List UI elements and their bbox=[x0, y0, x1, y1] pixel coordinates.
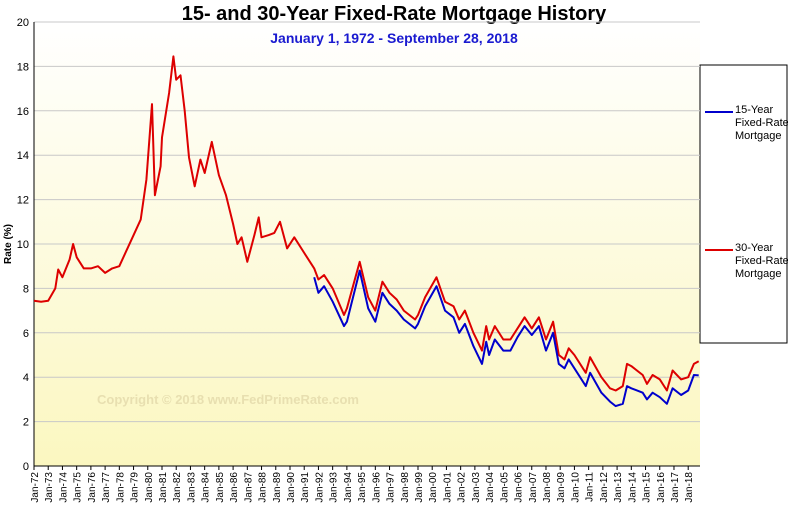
x-tick-label: Jan-88 bbox=[258, 472, 269, 503]
x-tick-label: Jan-81 bbox=[158, 472, 169, 503]
x-tick-label: Jan-06 bbox=[514, 472, 525, 503]
y-tick-label: 4 bbox=[23, 372, 29, 384]
x-tick-label: Jan-73 bbox=[44, 472, 55, 503]
x-tick-label: Jan-11 bbox=[585, 472, 596, 502]
y-tick-label: 18 bbox=[17, 61, 29, 73]
x-tick-label: Jan-79 bbox=[130, 472, 141, 503]
series-line bbox=[313, 269, 699, 408]
x-tick-label: Jan-03 bbox=[471, 472, 482, 503]
x-tick-label: Jan-02 bbox=[457, 472, 468, 503]
x-tick-label: Jan-83 bbox=[186, 472, 197, 503]
x-tick-label: Jan-04 bbox=[485, 472, 496, 503]
x-tick-label: Jan-86 bbox=[229, 472, 240, 503]
x-tick-label: Jan-87 bbox=[243, 472, 254, 503]
y-tick-label: 16 bbox=[17, 106, 29, 118]
chart-title: 15- and 30-Year Fixed-Rate Mortgage Hist… bbox=[182, 3, 607, 25]
legend-label: 30-Year Fixed-Rate Mortgage bbox=[735, 242, 788, 280]
x-tick-label: Jan-84 bbox=[201, 472, 212, 503]
x-tick-label: Jan-17 bbox=[670, 472, 681, 503]
x-tick-label: Jan-01 bbox=[442, 472, 453, 503]
watermark: Copyright © 2018 www.FedPrimeRate.com bbox=[97, 392, 359, 407]
x-tick-label: Jan-95 bbox=[357, 472, 368, 503]
y-tick-label: 8 bbox=[23, 283, 29, 295]
x-tick-label: Jan-18 bbox=[684, 472, 695, 503]
y-tick-label: 14 bbox=[17, 150, 29, 162]
x-tick-label: Jan-72 bbox=[30, 472, 41, 503]
y-tick-label: 6 bbox=[23, 328, 29, 340]
x-tick-label: Jan-85 bbox=[215, 472, 226, 503]
x-tick-label: Jan-74 bbox=[58, 472, 69, 503]
x-tick-label: Jan-10 bbox=[570, 472, 581, 503]
x-tick-label: Jan-91 bbox=[300, 472, 311, 503]
x-tick-label: Jan-93 bbox=[329, 472, 340, 503]
x-tick-label: Jan-89 bbox=[272, 472, 283, 503]
x-tick-label: Jan-14 bbox=[627, 472, 638, 503]
x-tick-label: Jan-80 bbox=[144, 472, 155, 503]
x-tick-label: Jan-05 bbox=[499, 472, 510, 503]
x-tick-label: Jan-97 bbox=[386, 472, 397, 503]
chart-subtitle: January 1, 1972 - September 28, 2018 bbox=[270, 30, 518, 46]
x-tick-label: Jan-76 bbox=[87, 472, 98, 503]
x-tick-label: Jan-08 bbox=[542, 472, 553, 503]
legend-label: 15-Year Fixed-Rate Mortgage bbox=[735, 104, 788, 142]
y-tick-label: 0 bbox=[23, 461, 29, 473]
x-tick-label: Jan-90 bbox=[286, 472, 297, 503]
x-tick-label: Jan-75 bbox=[73, 472, 84, 503]
x-tick-label: Jan-12 bbox=[599, 472, 610, 503]
x-tick-label: Jan-92 bbox=[314, 472, 325, 503]
x-tick-label: Jan-98 bbox=[400, 472, 411, 503]
x-tick-label: Jan-13 bbox=[613, 472, 624, 503]
y-tick-label: 10 bbox=[17, 239, 29, 251]
x-tick-label: Jan-16 bbox=[656, 472, 667, 503]
x-tick-label: Jan-96 bbox=[371, 472, 382, 503]
x-tick-label: Jan-78 bbox=[115, 472, 126, 503]
x-tick-label: Jan-09 bbox=[556, 472, 567, 503]
x-tick-label: Jan-94 bbox=[343, 472, 354, 503]
x-tick-label: Jan-99 bbox=[414, 472, 425, 503]
series-line bbox=[33, 55, 700, 392]
y-tick-label: 12 bbox=[17, 195, 29, 207]
x-tick-label: Jan-15 bbox=[642, 472, 653, 503]
x-tick-label: Jan-77 bbox=[101, 472, 112, 503]
x-tick-label: Jan-07 bbox=[528, 472, 539, 503]
y-tick-label: 2 bbox=[23, 417, 29, 429]
y-axis-label: Rate (%) bbox=[3, 224, 14, 264]
x-tick-label: Jan-00 bbox=[428, 472, 439, 503]
x-tick-label: Jan-82 bbox=[172, 472, 183, 503]
y-tick-label: 20 bbox=[17, 17, 29, 29]
